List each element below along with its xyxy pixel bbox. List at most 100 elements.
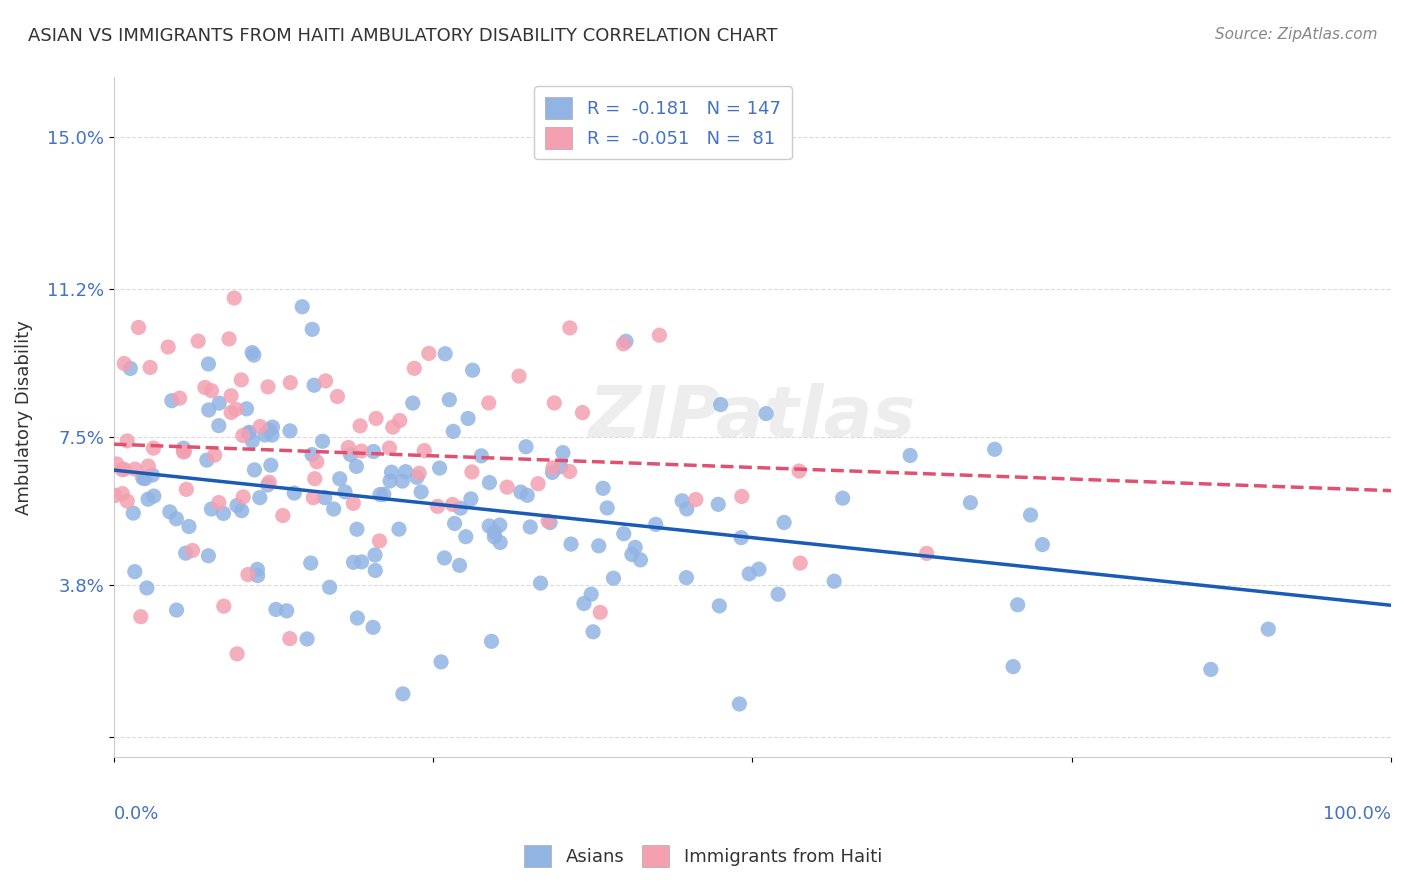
Immigrants from Haiti	[181, 543, 204, 558]
Asians	[350, 555, 373, 569]
Asians	[823, 574, 845, 589]
Asians	[122, 506, 145, 520]
Asians	[257, 423, 280, 437]
Asians	[1007, 598, 1029, 612]
Asians	[1199, 662, 1222, 676]
Asians	[460, 491, 482, 506]
Asians	[235, 401, 257, 416]
Immigrants from Haiti	[194, 380, 217, 394]
Immigrants from Haiti	[342, 496, 364, 510]
Asians	[402, 396, 425, 410]
Immigrants from Haiti	[278, 632, 301, 646]
Asians	[411, 484, 433, 499]
Asians	[624, 541, 647, 555]
Asians	[302, 378, 325, 392]
Asians	[172, 441, 194, 455]
Asians	[709, 599, 731, 613]
Asians	[238, 426, 260, 441]
Immigrants from Haiti	[271, 508, 294, 523]
Immigrants from Haiti	[212, 599, 235, 614]
Asians	[516, 488, 538, 502]
Immigrants from Haiti	[173, 445, 195, 459]
Asians	[262, 420, 284, 434]
Immigrants from Haiti	[558, 321, 581, 335]
Immigrants from Haiti	[426, 500, 449, 514]
Asians	[983, 442, 1005, 457]
Immigrants from Haiti	[232, 428, 254, 442]
Asians	[243, 463, 266, 477]
Asians	[773, 516, 796, 530]
Text: 100.0%: 100.0%	[1323, 805, 1391, 823]
Asians	[260, 428, 283, 442]
Asians	[197, 403, 219, 417]
Asians	[644, 517, 666, 532]
Asians	[322, 502, 344, 516]
Asians	[142, 489, 165, 503]
Immigrants from Haiti	[413, 443, 436, 458]
Asians	[276, 604, 298, 618]
Asians	[484, 525, 506, 540]
Asians	[1257, 622, 1279, 636]
Immigrants from Haiti	[226, 647, 249, 661]
Immigrants from Haiti	[571, 406, 593, 420]
Asians	[461, 363, 484, 377]
Asians	[529, 576, 551, 591]
Immigrants from Haiti	[142, 441, 165, 455]
Asians	[519, 520, 541, 534]
Asians	[728, 697, 751, 711]
Asians	[208, 418, 231, 433]
Asians	[135, 581, 157, 595]
Immigrants from Haiti	[408, 467, 430, 481]
Asians	[1031, 537, 1053, 551]
Asians	[253, 428, 276, 442]
Immigrants from Haiti	[326, 389, 349, 403]
Immigrants from Haiti	[441, 498, 464, 512]
Asians	[120, 361, 142, 376]
Asians	[579, 587, 602, 601]
Asians	[238, 425, 260, 440]
Asians	[707, 497, 730, 511]
Asians	[159, 505, 181, 519]
Asians	[628, 553, 651, 567]
Asians	[124, 565, 146, 579]
Asians	[551, 445, 574, 459]
Asians	[136, 492, 159, 507]
Asians	[299, 556, 322, 570]
Asians	[283, 486, 305, 500]
Immigrants from Haiti	[225, 402, 247, 417]
Immigrants from Haiti	[731, 490, 754, 504]
Immigrants from Haiti	[176, 483, 198, 497]
Asians	[342, 555, 364, 569]
Immigrants from Haiti	[302, 491, 325, 505]
Immigrants from Haiti	[173, 444, 195, 458]
Immigrants from Haiti	[648, 328, 671, 343]
Asians	[160, 393, 183, 408]
Immigrants from Haiti	[129, 609, 152, 624]
Immigrants from Haiti	[418, 346, 440, 360]
Asians	[710, 398, 733, 412]
Asians	[541, 466, 564, 480]
Asians	[898, 449, 921, 463]
Asians	[831, 491, 853, 505]
Text: 0.0%: 0.0%	[114, 805, 159, 823]
Asians	[488, 518, 510, 533]
Immigrants from Haiti	[104, 488, 127, 502]
Asians	[264, 602, 287, 616]
Immigrants from Haiti	[537, 514, 560, 528]
Immigrants from Haiti	[257, 380, 280, 394]
Immigrants from Haiti	[218, 332, 240, 346]
Immigrants from Haiti	[543, 396, 565, 410]
Asians	[755, 407, 778, 421]
Asians	[329, 472, 352, 486]
Asians	[1019, 508, 1042, 522]
Asians	[197, 357, 219, 371]
Immigrants from Haiti	[364, 411, 387, 425]
Immigrants from Haiti	[612, 337, 634, 351]
Immigrants from Haiti	[259, 475, 281, 490]
Immigrants from Haiti	[231, 373, 253, 387]
Immigrants from Haiti	[404, 361, 426, 376]
Immigrants from Haiti	[187, 334, 209, 348]
Asians	[226, 499, 249, 513]
Asians	[318, 580, 340, 594]
Asians	[748, 562, 770, 576]
